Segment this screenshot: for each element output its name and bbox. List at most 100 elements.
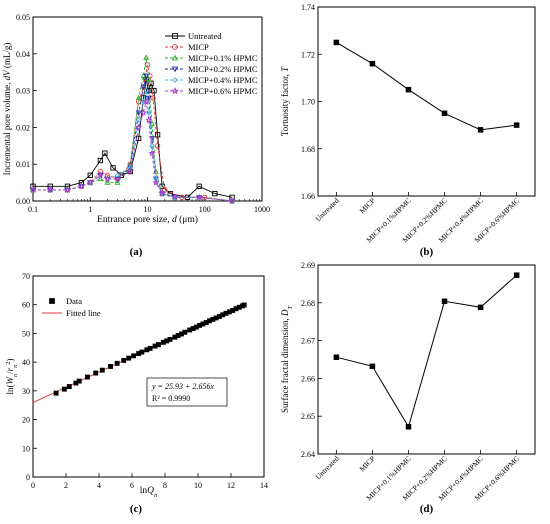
data-point	[195, 193, 203, 201]
legend-label: MICP+0.2% HPMC	[188, 64, 258, 74]
data-point	[143, 54, 150, 60]
y-tick-label: 1.72	[301, 50, 315, 59]
data-point	[126, 167, 134, 175]
y-tick-label: 0	[26, 473, 30, 482]
data-point	[441, 110, 448, 117]
x-tick-label: 1000	[254, 205, 270, 214]
legend-label: MICP	[188, 42, 209, 52]
legend-marker	[171, 76, 179, 84]
legend-marker	[49, 298, 55, 304]
data-point	[369, 60, 376, 67]
data-point	[113, 175, 122, 182]
x-tick-label: 10	[144, 205, 152, 214]
data-point	[140, 84, 147, 91]
data-point	[154, 132, 161, 138]
data-point	[441, 298, 448, 305]
series-line	[336, 41, 517, 131]
plot-frame	[32, 16, 263, 202]
data-point	[167, 337, 173, 342]
y-tick-label: 60	[22, 301, 30, 310]
y-tick-label: 2.67	[301, 337, 315, 346]
data-point	[84, 374, 90, 380]
data-point	[135, 94, 142, 101]
y-tick-label: 2.64	[301, 450, 315, 459]
legend-label: Fitted line	[66, 308, 101, 318]
data-point	[108, 364, 114, 369]
y-tick-label: 0.04	[16, 50, 30, 59]
y-tick-label: 0.01	[16, 160, 30, 169]
data-point	[145, 116, 153, 124]
x-tick-label: 1	[88, 205, 92, 214]
x-tick-label: MICP	[357, 454, 376, 473]
series-line	[336, 274, 517, 429]
data-point	[76, 378, 82, 384]
y-axis-label: Incremental pore volume, dV (mL/g)	[2, 43, 12, 176]
panel-label: (d)	[420, 503, 434, 515]
x-tick-label: MICP	[357, 196, 376, 215]
legend-label: MICP+0.1% HPMC	[188, 53, 258, 63]
data-point	[405, 86, 412, 93]
data-point	[143, 87, 150, 94]
x-tick-label: 4	[97, 481, 101, 490]
y-tick-label: 10	[22, 444, 30, 453]
data-point	[139, 349, 145, 355]
y-tick-label: 20	[22, 416, 30, 425]
legend-label: MICP+0.4% HPMC	[188, 75, 258, 85]
panel-label: (c)	[130, 503, 143, 515]
panel-label: (a)	[130, 246, 143, 258]
y-tick-label: 0.03	[16, 87, 30, 96]
y-tick-label: 50	[22, 329, 30, 338]
data-point	[146, 87, 152, 94]
data-point	[97, 157, 103, 164]
legend-marker	[172, 33, 178, 39]
data-point	[99, 367, 105, 373]
y-tick-label: 0.00	[16, 197, 30, 206]
data-point	[171, 193, 179, 201]
plot-frame	[317, 264, 536, 455]
x-tick-label: 10	[194, 481, 202, 490]
data-point	[131, 353, 137, 359]
x-tick-label: 2	[64, 481, 68, 490]
data-point	[135, 110, 142, 116]
data-point	[145, 95, 152, 102]
data-point	[126, 355, 132, 361]
panel-a: 0.1 1 10 100 1000 0.00 0.01 0.02 0.03 0.04 0.05 Ent…	[2, 13, 270, 258]
data-point	[162, 187, 168, 193]
plot-frame	[32, 275, 265, 478]
y-tick-label: 2.66	[301, 374, 315, 383]
x-axis-label: lnQn	[140, 486, 158, 499]
legend-marker	[171, 87, 179, 95]
data-point	[53, 390, 59, 396]
y-tick-label: 1.70	[301, 98, 315, 107]
y-axis-label: Surface fractal dimension, DT	[280, 306, 294, 413]
data-point	[135, 117, 142, 123]
panel-c: 0 2 4 6 8 10 12 14 0 10 20 30 40 50 60 70 Data Fitted lin…	[5, 272, 269, 515]
x-tick-label: Untreated	[313, 454, 340, 481]
data-point	[152, 178, 160, 186]
y-tick-label: 2.68	[301, 299, 315, 308]
data-point	[333, 39, 340, 46]
data-point	[196, 183, 202, 189]
y-axis-label: Tortuosity factor, T	[280, 66, 290, 136]
x-tick-label: Untreated	[313, 196, 340, 223]
data-point	[46, 186, 54, 194]
y-tick-label: 30	[22, 387, 30, 396]
data-point	[87, 172, 93, 178]
series-line	[33, 75, 233, 202]
data-point	[477, 127, 484, 133]
data-point	[212, 190, 218, 197]
data-point	[158, 189, 166, 197]
data-point	[77, 182, 85, 190]
x-tick-label: 14	[260, 481, 268, 490]
legend-marker	[171, 54, 179, 61]
data-point	[135, 123, 143, 131]
legend-marker	[171, 66, 179, 73]
legend-label: Data	[66, 296, 82, 306]
data-point	[29, 186, 37, 194]
data-point	[143, 73, 150, 80]
data-point	[142, 97, 150, 105]
data-point	[477, 304, 484, 311]
data-point	[96, 171, 104, 179]
